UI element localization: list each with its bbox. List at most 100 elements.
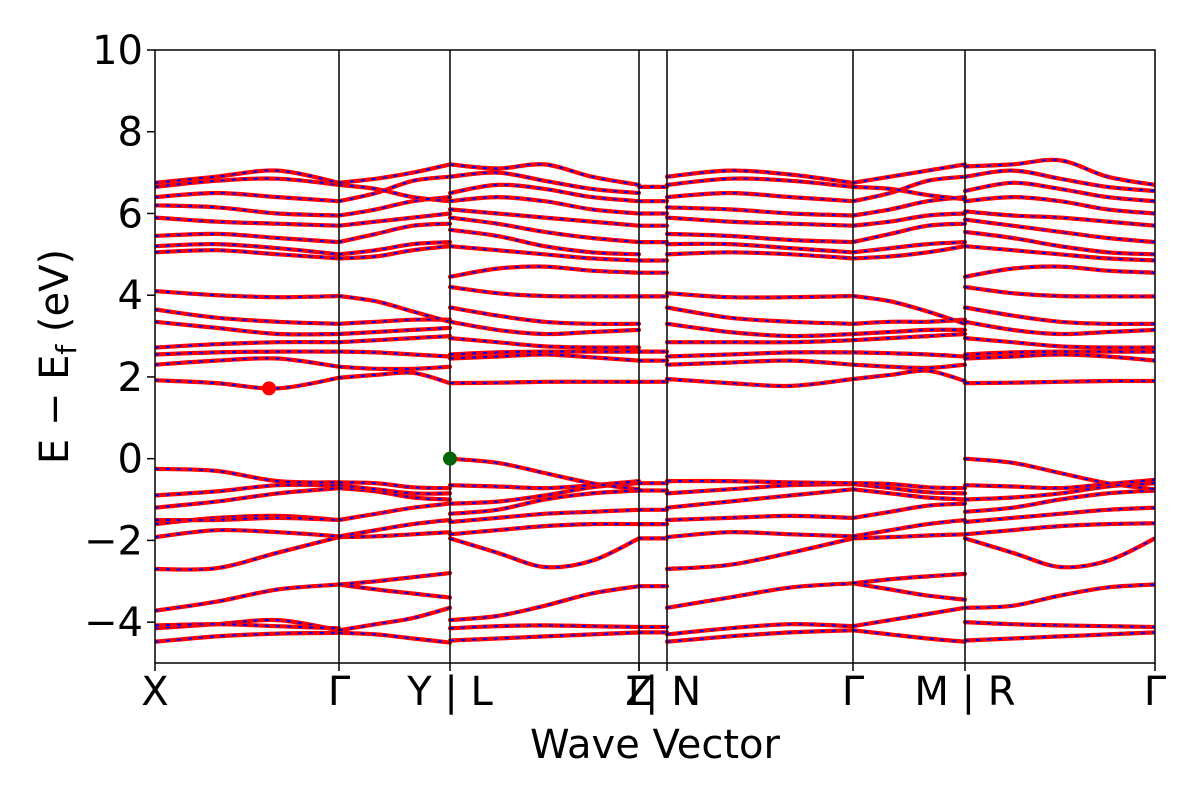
band-line-spin-up [664,358,856,367]
band-line-spin-up [664,338,856,345]
band-line-spin-up [962,630,1155,643]
y-axis-title: E − Ef (eV) [32,249,83,464]
band-line-spin-up [155,466,342,485]
band-line-spin-down [852,245,966,260]
band-line-spin-up [447,284,642,299]
band-line-spin-up [664,190,856,204]
band-line-spin-up [664,291,856,300]
band-line-spin-down [338,222,451,244]
band-line-spin-down [449,631,640,642]
band-line-spin-down [338,606,451,632]
band-line-spin-up [962,180,1155,204]
band-line-spin-down [338,318,451,325]
band-line-spin-down [449,350,639,356]
band-line-spin-down [155,249,340,260]
band-line-spin-up [962,620,1155,630]
band-line-spin-up [664,478,856,486]
band-line-spin-down [852,629,966,643]
band-line-spin-down [155,290,340,299]
band-line-spin-down [852,351,966,358]
band-line-spin-down [449,337,640,349]
band-line-spin-down [964,537,1155,569]
band-line-spin-up [962,157,1155,187]
band-line-spin-down [155,204,340,217]
x-axis-title: Wave Vector [530,722,781,768]
band-line-spin-up [962,168,1155,194]
band-line-spin-down [155,320,340,336]
band-line-spin-up [664,376,856,389]
bands-layer [155,157,1155,645]
band-line-spin-up [962,378,1155,386]
band-line-spin-down [852,318,966,325]
band-line-spin-up [962,456,1155,492]
band-line-spin-down [338,631,451,644]
band-line-spin-up [962,477,1155,491]
band-line-spin-up [850,293,968,326]
band-line-spin-down [338,163,451,184]
y-axis-title-main: E − E [32,355,78,465]
band-line-spin-up [664,168,856,185]
band-line-spin-down [338,487,451,501]
band-line-spin-down [338,335,451,344]
y-tick-label: 6 [118,191,143,237]
band-line-spin-down [852,212,966,227]
band-line-spin-down [852,163,966,184]
band-line-spin-down [449,508,640,523]
y-axis-title-subscript: f [50,344,83,355]
band-line-spin-down [964,350,1155,356]
band-line-spin-up [664,513,856,523]
band-line-spin-up [664,622,856,637]
band-line-spin-down [852,363,966,369]
band-edge-markers [262,381,457,466]
band-line-spin-up [155,535,342,572]
conduction-band-min-marker [262,381,276,396]
y-tick-label: −2 [84,518,143,564]
band-line-spin-down [155,376,340,390]
band-line-spin-down [852,483,966,495]
band-line-spin-up [664,350,856,359]
band-line-spin-up [336,221,453,245]
y-axis-title-unit: (eV) [32,249,78,345]
band-line-spin-down [155,216,340,227]
band-line-spin-up [155,582,342,613]
band-line-spin-up [155,168,342,185]
band-line-spin-down [155,350,340,356]
x-tick-label: Γ [628,669,651,715]
band-line-spin-up [962,305,1155,327]
band-line-spin-up [850,221,968,245]
band-line-spin-down [852,222,966,244]
band-line-spin-down [449,208,640,227]
band-line-spin-down [449,286,640,298]
band-line-spin-up [664,250,856,261]
band-line-spin-up [447,182,642,204]
band-line-spin-down [852,519,966,538]
band-line-spin-down [852,533,966,540]
band-line-spin-up [155,630,342,644]
band-line-spin-up [447,227,642,257]
band-line-spin-down [852,502,966,519]
band-line-spin-up [664,321,856,339]
band-line-spin-up [447,194,642,216]
y-tick-label: 10 [92,28,143,74]
x-tick-label: X [141,669,168,715]
band-line-spin-up [962,264,1155,279]
band-line-spin-up [447,584,642,623]
band-line-spin-down [449,353,640,362]
band-line-spin-up [850,581,968,602]
band-line-spin-down [155,177,340,188]
band-line-spin-up [155,307,342,326]
band-line-spin-up [664,241,856,255]
band-line-spin-down [155,341,340,349]
band-line-spin-down [338,326,451,335]
band-line-spin-up [664,628,856,644]
band-line-spin-down [964,353,1155,362]
band-line-spin-down [155,308,340,325]
band-line-spin-down [155,483,340,497]
band-line-spin-down [852,175,966,203]
band-line-spin-down [338,365,451,371]
band-line-spin-down [155,232,340,244]
x-tick-label: | N [645,669,701,715]
band-line-spin-up [962,194,1155,216]
x-tick-label: Γ [1144,669,1167,715]
plot-frame [154,49,1156,664]
